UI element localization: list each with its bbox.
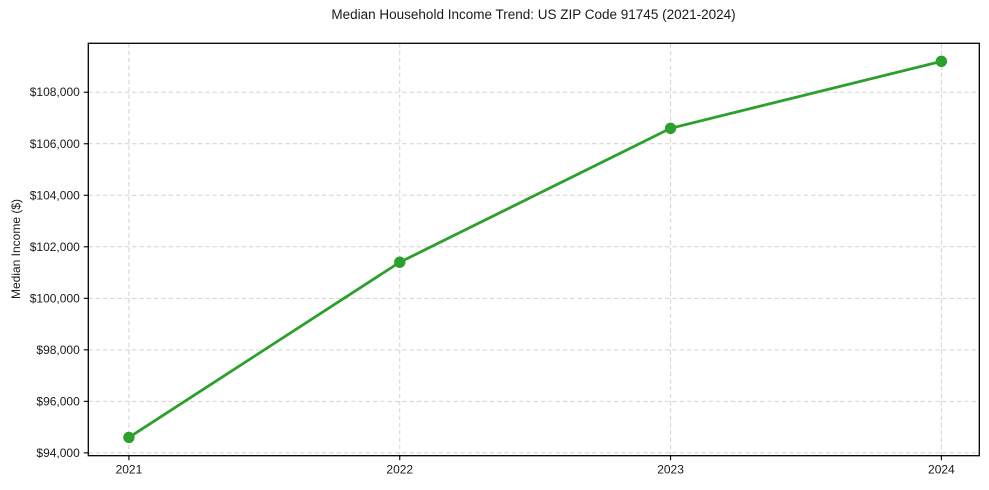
chart-title: Median Household Income Trend: US ZIP Co… [331,7,736,22]
y-tick-label: $96,000 [36,394,80,408]
data-point-2022 [394,256,406,268]
axes-spines [87,42,980,457]
income-trend-line [127,59,943,439]
data-point-2023 [664,122,677,135]
y-tick-label: $108,000 [30,85,80,99]
data-point-2021 [123,431,135,444]
y-tick-label: $100,000 [30,291,80,305]
data-point-2024 [935,55,948,68]
x-tick-label: 2022 [386,463,413,477]
x-tick-label: 2024 [928,463,955,477]
y-tick-label: $102,000 [30,240,80,254]
x-tick-label: 2023 [657,463,684,477]
y-tick-label: $104,000 [30,188,80,202]
x-tick-label: 2021 [116,463,143,477]
y-tick-label: $106,000 [30,137,80,151]
y-tick-label: $94,000 [36,446,80,460]
y-tick-label: $98,000 [36,343,80,357]
